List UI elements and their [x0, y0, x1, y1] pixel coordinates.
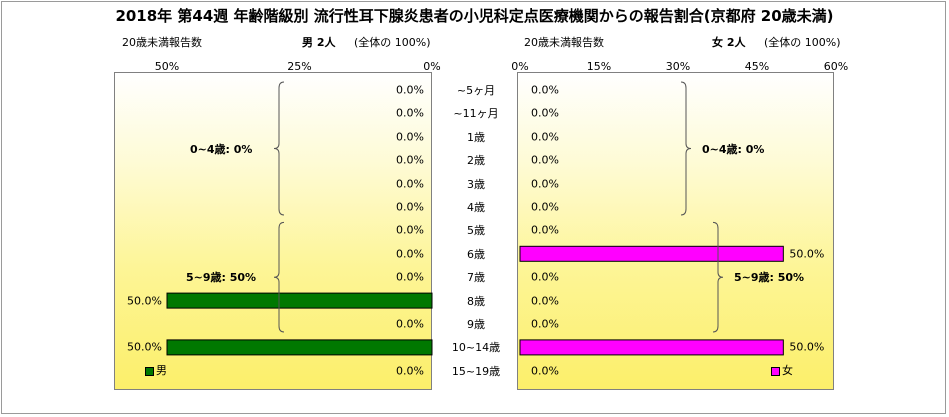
male-value-label: 0.0%: [396, 130, 424, 144]
male-value-label: 50.0%: [127, 340, 162, 354]
male-value-label: 0.0%: [396, 270, 424, 284]
female-value-label: 0.0%: [531, 270, 559, 284]
category-label: 10~14歳: [451, 341, 501, 355]
female-group-label: 5~9歳: 50%: [734, 271, 805, 285]
female-value-label: 0.0%: [531, 130, 559, 144]
male-plot-area: [114, 72, 432, 390]
female-value-label: 0.0%: [531, 106, 559, 120]
male-bar: [166, 339, 433, 356]
category-label: 8歳: [467, 294, 485, 308]
male-x-tick-label: 0%: [423, 60, 441, 73]
female-x-tick-label: 45%: [744, 60, 770, 73]
category-label: 3歳: [467, 177, 485, 191]
female-value-label: 50.0%: [789, 247, 825, 261]
male-value-label: 0.0%: [396, 247, 424, 261]
male-value-label: 0.0%: [396, 177, 424, 191]
female-x-tick-label: 15%: [586, 60, 612, 73]
category-label: 5歳: [467, 224, 485, 238]
male-value-label: 0.0%: [396, 153, 424, 167]
female-legend-swatch: [771, 366, 780, 376]
male-group-brace: [273, 221, 285, 333]
male-total-label: (全体の 100%): [354, 36, 431, 49]
female-group-brace: [712, 221, 724, 333]
female-total-label: (全体の 100%): [764, 36, 841, 49]
male-x-tick-label: 50%: [154, 60, 180, 73]
male-group-label: 0~4歳: 0%: [190, 142, 253, 156]
chart-title: 2018年 第44週 年齢階級別 流行性耳下腺炎患者の小児科定点医療機関からの報…: [115, 7, 834, 25]
male-bar: [166, 292, 433, 309]
female-group-brace: [680, 81, 692, 216]
category-label: ~5ヶ月: [456, 84, 496, 97]
female-x-tick-label: 30%: [665, 60, 691, 73]
category-label: 2歳: [467, 154, 485, 168]
male-group-brace: [273, 81, 285, 216]
female-value-label: 0.0%: [531, 223, 559, 237]
category-label: ~11ヶ月: [453, 107, 499, 121]
female-value-label: 0.0%: [531, 153, 559, 167]
female-value-label: 0.0%: [531, 83, 559, 97]
male-legend-label: 男: [156, 364, 167, 377]
category-label: 1歳: [467, 130, 485, 144]
male-legend: 男: [145, 362, 167, 378]
female-value-label: 0.0%: [531, 200, 559, 214]
female-bar: [519, 245, 784, 262]
male-value-label: 0.0%: [396, 83, 424, 97]
female-legend-label: 女: [782, 364, 793, 377]
male-value-label: 0.0%: [396, 317, 424, 331]
female-value-label: 0.0%: [531, 177, 559, 191]
male-value-label: 0.0%: [396, 364, 424, 378]
category-label: 4歳: [467, 201, 485, 214]
male-value-label: 0.0%: [396, 200, 424, 214]
male-series-label: 男 2人: [302, 36, 336, 49]
male-count-header: 20歳未満報告数: [122, 36, 202, 49]
female-value-label: 0.0%: [531, 364, 559, 378]
female-x-tick-label: 0%: [511, 60, 529, 73]
female-value-label: 50.0%: [789, 340, 825, 354]
category-label: 6歳: [467, 247, 485, 261]
category-label: 9歳: [467, 318, 485, 331]
female-series-label: 女 2人: [712, 36, 746, 49]
female-bar: [519, 339, 784, 356]
female-legend: 女: [771, 362, 793, 378]
female-group-label: 0~4歳: 0%: [702, 142, 765, 156]
female-value-label: 0.0%: [531, 317, 559, 331]
category-label: 7歳: [467, 271, 485, 285]
female-x-tick-label: 60%: [823, 60, 849, 73]
male-x-tick-label: 25%: [287, 60, 312, 73]
male-group-label: 5~9歳: 50%: [186, 271, 257, 285]
female-count-header: 20歳未満報告数: [524, 36, 604, 49]
male-legend-swatch: [145, 366, 154, 376]
male-value-label: 50.0%: [127, 294, 162, 308]
category-label: 15~19歳: [451, 364, 501, 378]
male-value-label: 0.0%: [396, 223, 424, 237]
male-value-label: 0.0%: [396, 106, 424, 120]
female-plot-area: [517, 72, 834, 390]
female-value-label: 0.0%: [531, 294, 559, 308]
